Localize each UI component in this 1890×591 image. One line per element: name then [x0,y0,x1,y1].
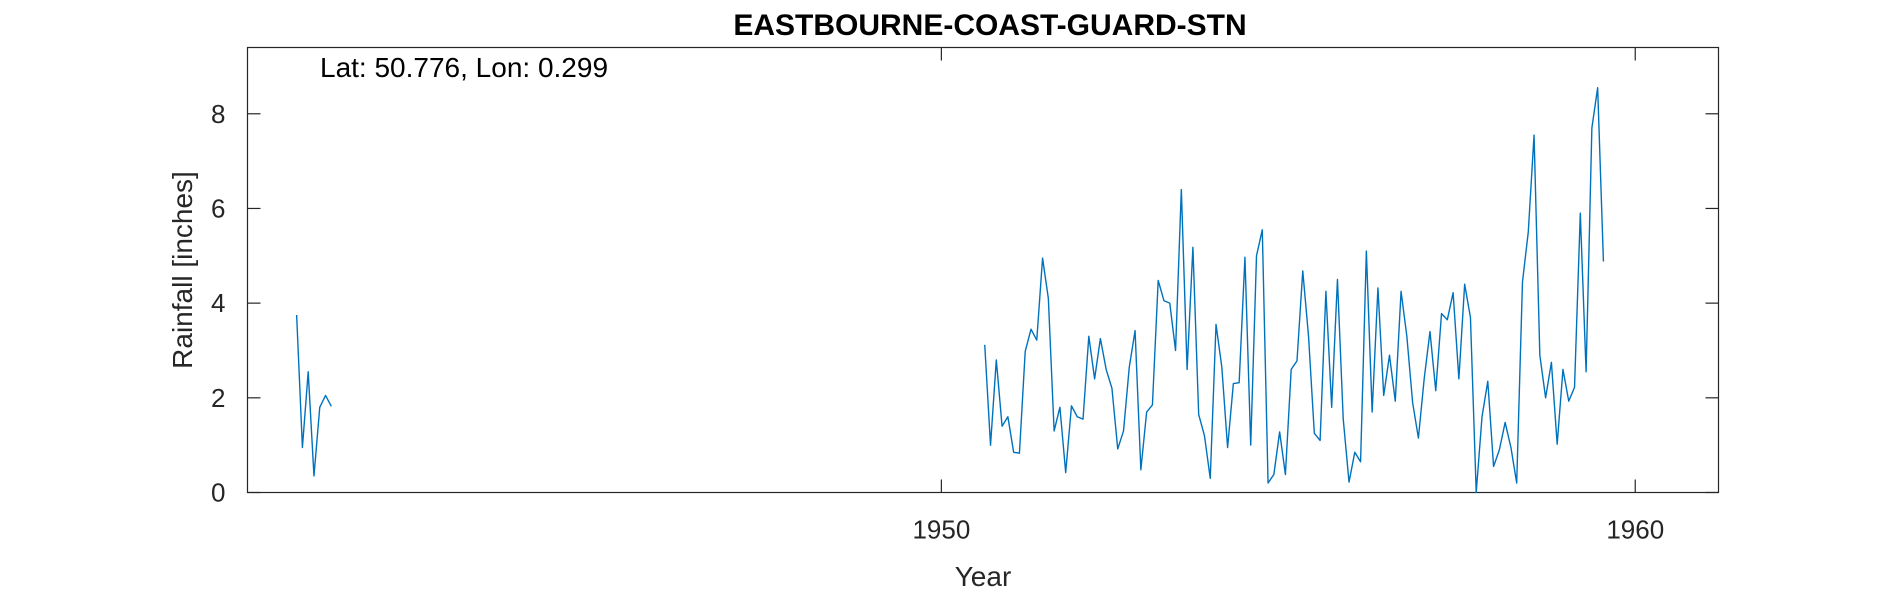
x-tick-label-0: 1950 [912,515,970,545]
rainfall-line-segment-1 [984,87,1605,494]
plot-frame [246,46,1720,494]
chart-title: EASTBOURNE-COAST-GUARD-STN [733,9,1246,42]
y-tick-label-2: 4 [211,288,225,318]
axis-tick-labels: 0 2 4 6 8 1950 1960 [211,99,1664,545]
location-annotation: Lat: 50.776, Lon: 0.299 [320,52,608,83]
y-tick-label-1: 2 [211,383,225,413]
y-tick-label-4: 8 [211,99,225,129]
axis-ticks [247,47,1719,494]
y-axis-title: Rainfall [inches] [167,171,198,369]
rainfall-series [295,87,1605,494]
x-axis-title: Year [955,561,1012,591]
x-tick-label-1: 1960 [1606,515,1664,545]
rainfall-line-segment-0 [295,314,332,477]
y-tick-label-3: 6 [211,193,225,223]
y-tick-label-0: 0 [211,478,225,508]
